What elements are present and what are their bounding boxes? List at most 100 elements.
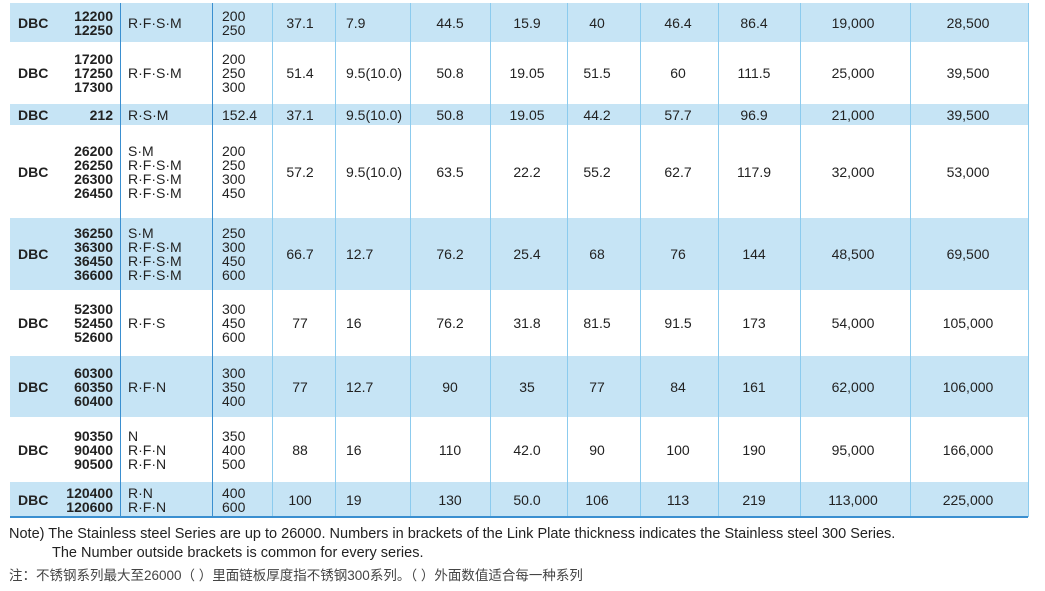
- model: 17250: [74, 65, 113, 81]
- value: 40: [589, 14, 605, 31]
- value: 51.4: [286, 65, 314, 81]
- pitch: 250: [222, 65, 246, 81]
- value: 25.4: [513, 246, 541, 262]
- value: 100: [288, 491, 312, 508]
- column-line: [800, 3, 801, 517]
- value: 12.7: [346, 246, 374, 262]
- pitch: 500: [222, 455, 246, 472]
- row-bg: [10, 104, 1028, 125]
- model: 36250: [74, 225, 113, 241]
- value: 25,000: [831, 65, 875, 81]
- type: R·F·S·M: [128, 170, 182, 187]
- value: 60: [670, 65, 686, 81]
- value: 55.2: [583, 163, 611, 180]
- value: 100: [666, 441, 690, 458]
- value: 86.4: [740, 14, 768, 31]
- series: DBC: [18, 246, 49, 262]
- type: N: [128, 427, 139, 444]
- column-line: [490, 3, 491, 517]
- pitch: 200: [222, 142, 246, 159]
- model: 26300: [74, 170, 113, 187]
- value: 161: [742, 378, 766, 395]
- value: 69,500: [946, 246, 990, 262]
- value: 19: [346, 491, 362, 508]
- series: DBC: [18, 491, 49, 508]
- model: 60350: [74, 378, 113, 395]
- value: 53,000: [946, 163, 990, 180]
- value: 50.0: [513, 491, 541, 508]
- pitch: 250: [222, 21, 246, 38]
- value: 95,000: [831, 441, 875, 458]
- column-line: [335, 3, 336, 517]
- value: 106,000: [942, 378, 994, 395]
- model: 60300: [74, 364, 113, 381]
- value: 46.4: [664, 14, 692, 31]
- value: 31.8: [513, 315, 541, 331]
- pitch: 600: [222, 498, 246, 515]
- pitch: 450: [222, 315, 246, 331]
- pitch: 400: [222, 441, 246, 458]
- value: 81.5: [583, 315, 611, 331]
- pitch: 450: [222, 253, 246, 269]
- series: DBC: [18, 441, 49, 458]
- column-line: [1028, 3, 1029, 517]
- value: 76.2: [436, 315, 464, 331]
- model: 12200: [74, 7, 113, 24]
- model: 26450: [74, 184, 113, 201]
- pitch: 250: [222, 156, 246, 173]
- value: 66.7: [286, 246, 314, 262]
- value: 12.7: [346, 378, 374, 395]
- value: 62,000: [831, 378, 875, 395]
- value: 35: [519, 378, 535, 395]
- value: 21,000: [831, 106, 875, 123]
- model: 36450: [74, 253, 113, 269]
- value: 19.05: [509, 65, 545, 81]
- column-line: [718, 3, 719, 517]
- model: 12250: [74, 21, 113, 38]
- type: S·M: [128, 142, 154, 159]
- value: 15.9: [513, 14, 541, 31]
- pitch: 250: [222, 225, 246, 241]
- value: 77: [589, 378, 605, 395]
- type: R·F·N: [128, 441, 167, 458]
- value: 110: [438, 441, 462, 458]
- pitch: 300: [222, 364, 246, 381]
- pitch: 300: [222, 170, 246, 187]
- model: 90400: [74, 441, 113, 458]
- pitch: 350: [222, 427, 246, 444]
- value: 50.8: [436, 106, 464, 123]
- value: 144: [742, 246, 766, 262]
- value: 44.5: [436, 14, 464, 31]
- value: 16: [346, 315, 362, 331]
- type: R·F·S·M: [128, 239, 182, 255]
- model: 120400: [66, 484, 113, 501]
- column-line: [212, 3, 213, 517]
- value: 37.1: [286, 14, 314, 31]
- value: 76: [670, 246, 686, 262]
- model: 52600: [74, 329, 113, 345]
- type: R·S·M: [128, 106, 169, 123]
- value: 19,000: [831, 14, 875, 31]
- value: 166,000: [942, 441, 994, 458]
- model: 90350: [74, 427, 113, 444]
- value: 39,500: [946, 65, 990, 81]
- pitch: 400: [222, 484, 246, 501]
- type: R·F·N: [128, 455, 167, 472]
- model: 212: [89, 106, 113, 123]
- value: 90: [589, 441, 605, 458]
- series: DBC: [18, 163, 49, 180]
- value: 9.5(10.0): [346, 106, 403, 123]
- series: DBC: [18, 14, 49, 31]
- value: 219: [742, 491, 766, 508]
- column-line: [640, 3, 641, 517]
- value: 90: [442, 378, 458, 395]
- column-line: [120, 3, 121, 517]
- pitch: 600: [222, 267, 246, 283]
- value: 96.9: [740, 106, 768, 123]
- pitch: 300: [222, 79, 246, 95]
- value: 113: [666, 491, 690, 508]
- type: R·F·S·M: [128, 253, 182, 269]
- value: 63.5: [436, 163, 464, 180]
- value: 28,500: [946, 14, 990, 31]
- value: 117.9: [737, 163, 771, 180]
